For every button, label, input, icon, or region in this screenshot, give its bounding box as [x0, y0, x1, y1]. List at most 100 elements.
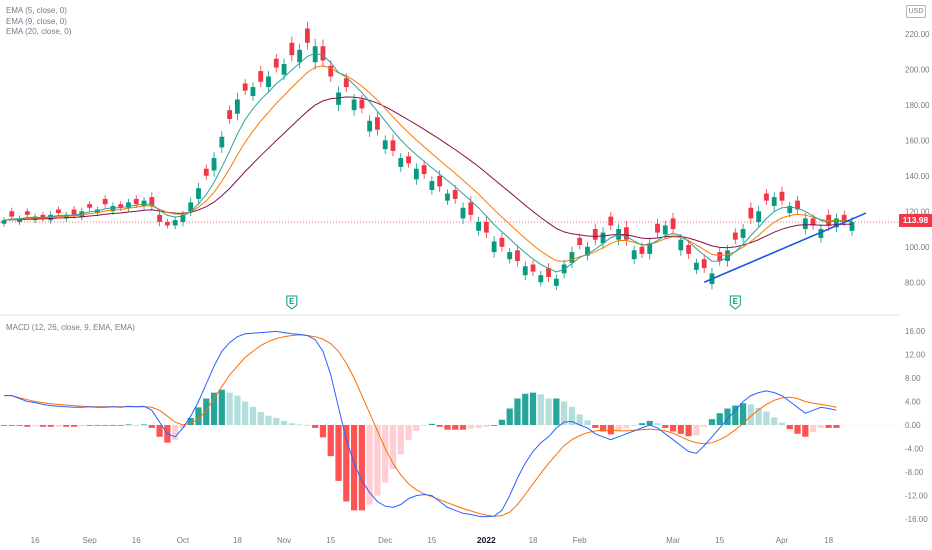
- macd-histogram-bar: [561, 401, 568, 425]
- ema20-line: [3, 96, 853, 249]
- candle-body: [305, 28, 310, 43]
- candle-body: [1, 220, 7, 224]
- candle: [569, 246, 575, 269]
- macd-histogram-bar: [203, 398, 210, 425]
- macd-histogram-bar: [701, 425, 708, 427]
- candle-body: [577, 237, 583, 245]
- candle: [157, 210, 163, 227]
- candle: [787, 201, 793, 218]
- candle-body: [445, 193, 450, 201]
- candle: [297, 43, 303, 69]
- candle-body: [343, 78, 349, 88]
- candle-body: [538, 275, 544, 283]
- candle-body: [546, 268, 551, 277]
- candle-body: [678, 239, 684, 251]
- candle: [172, 216, 178, 230]
- candle: [87, 201, 92, 211]
- macd-histogram-bar: [86, 425, 93, 426]
- candle-body: [507, 252, 513, 260]
- time-axis-tick: 15: [715, 536, 724, 545]
- time-axis-tick: Mar: [666, 536, 680, 545]
- candle-body: [266, 76, 271, 88]
- macd-histogram-bar: [179, 425, 187, 428]
- macd-histogram-bar: [187, 417, 194, 425]
- macd-histogram-bar: [615, 425, 622, 431]
- candle: [429, 176, 435, 195]
- axes: 80.00100.00120.00140.00160.00180.00200.0…: [31, 30, 930, 545]
- candle-body: [406, 156, 411, 164]
- candle: [693, 258, 699, 275]
- candle-body: [748, 207, 754, 219]
- candle-body: [390, 140, 396, 151]
- macd-histogram-bar: [148, 425, 155, 428]
- macd-histogram-bar: [724, 408, 731, 425]
- candle-body: [126, 202, 131, 208]
- time-axis-tick: Sep: [82, 536, 97, 545]
- macd-histogram-bar: [677, 425, 684, 434]
- trendline: [703, 212, 867, 283]
- candle-body: [818, 229, 824, 238]
- candle: [305, 21, 310, 50]
- candle-body: [375, 117, 380, 130]
- earnings-badge-shape: [286, 295, 298, 310]
- macd-axis-tick: -16.00: [905, 515, 928, 524]
- candle: [631, 245, 637, 265]
- candle-body: [717, 252, 723, 261]
- candle-body: [608, 216, 614, 226]
- candle: [126, 198, 131, 212]
- candle: [795, 195, 800, 215]
- signal-line: [4, 334, 837, 517]
- candle-body: [732, 232, 738, 240]
- macd-histogram-bar: [327, 425, 334, 457]
- candle-body: [483, 221, 489, 233]
- macd-histogram-bar: [117, 425, 124, 426]
- macd-histogram-bar: [825, 425, 832, 428]
- candle-body: [413, 168, 419, 180]
- candle: [802, 212, 808, 235]
- macd-histogram-bar: [459, 425, 467, 430]
- macd-histogram-bar: [739, 403, 747, 425]
- macd-histogram-bar: [794, 425, 801, 434]
- candle-body: [312, 46, 318, 63]
- price-axis-tick: 200.00: [905, 65, 930, 74]
- candle-body: [795, 200, 800, 210]
- macd-histogram-bar: [514, 398, 521, 425]
- macd-histogram-bar: [343, 425, 350, 502]
- time-axis-tick: 18: [824, 536, 833, 545]
- earnings-marker-label: E: [289, 297, 295, 306]
- candle: [320, 39, 326, 68]
- macd-histogram-bar: [763, 411, 770, 425]
- macd-histogram-bar: [234, 395, 241, 425]
- macd-histogram-bar: [280, 420, 288, 425]
- macd-histogram-bar: [420, 425, 428, 426]
- candle: [670, 212, 676, 235]
- candle: [538, 270, 544, 287]
- macd-histogram-bar: [444, 425, 451, 430]
- candle-body: [196, 188, 201, 199]
- time-axis-tick: Nov: [277, 536, 291, 545]
- earnings-marker: E: [729, 295, 741, 310]
- candle-body: [756, 211, 762, 222]
- candle-body: [600, 232, 606, 244]
- candle: [585, 241, 590, 261]
- candle-body: [787, 205, 793, 214]
- macd-histogram-bar: [319, 425, 327, 438]
- time-axis-tick: 18: [529, 536, 538, 545]
- candle-body: [421, 165, 427, 175]
- macd-histogram-bar: [568, 406, 576, 425]
- candle-body: [56, 209, 61, 214]
- macd-axis-tick: 12.00: [905, 350, 926, 359]
- candle-body: [686, 245, 692, 254]
- time-axis-tick: 15: [427, 536, 436, 545]
- candle-body: [639, 246, 645, 254]
- macd-histogram-bar: [584, 420, 591, 425]
- candle: [234, 92, 240, 121]
- candle: [600, 227, 606, 249]
- legend-macd: MACD (12, 26, close, 9, EMA, EMA): [6, 323, 135, 332]
- macd-axis-tick: 8.00: [905, 374, 921, 383]
- candle: [756, 205, 762, 228]
- macd-histogram-bar: [257, 412, 264, 425]
- currency-badge[interactable]: USD: [906, 5, 926, 18]
- candle-body: [670, 218, 676, 230]
